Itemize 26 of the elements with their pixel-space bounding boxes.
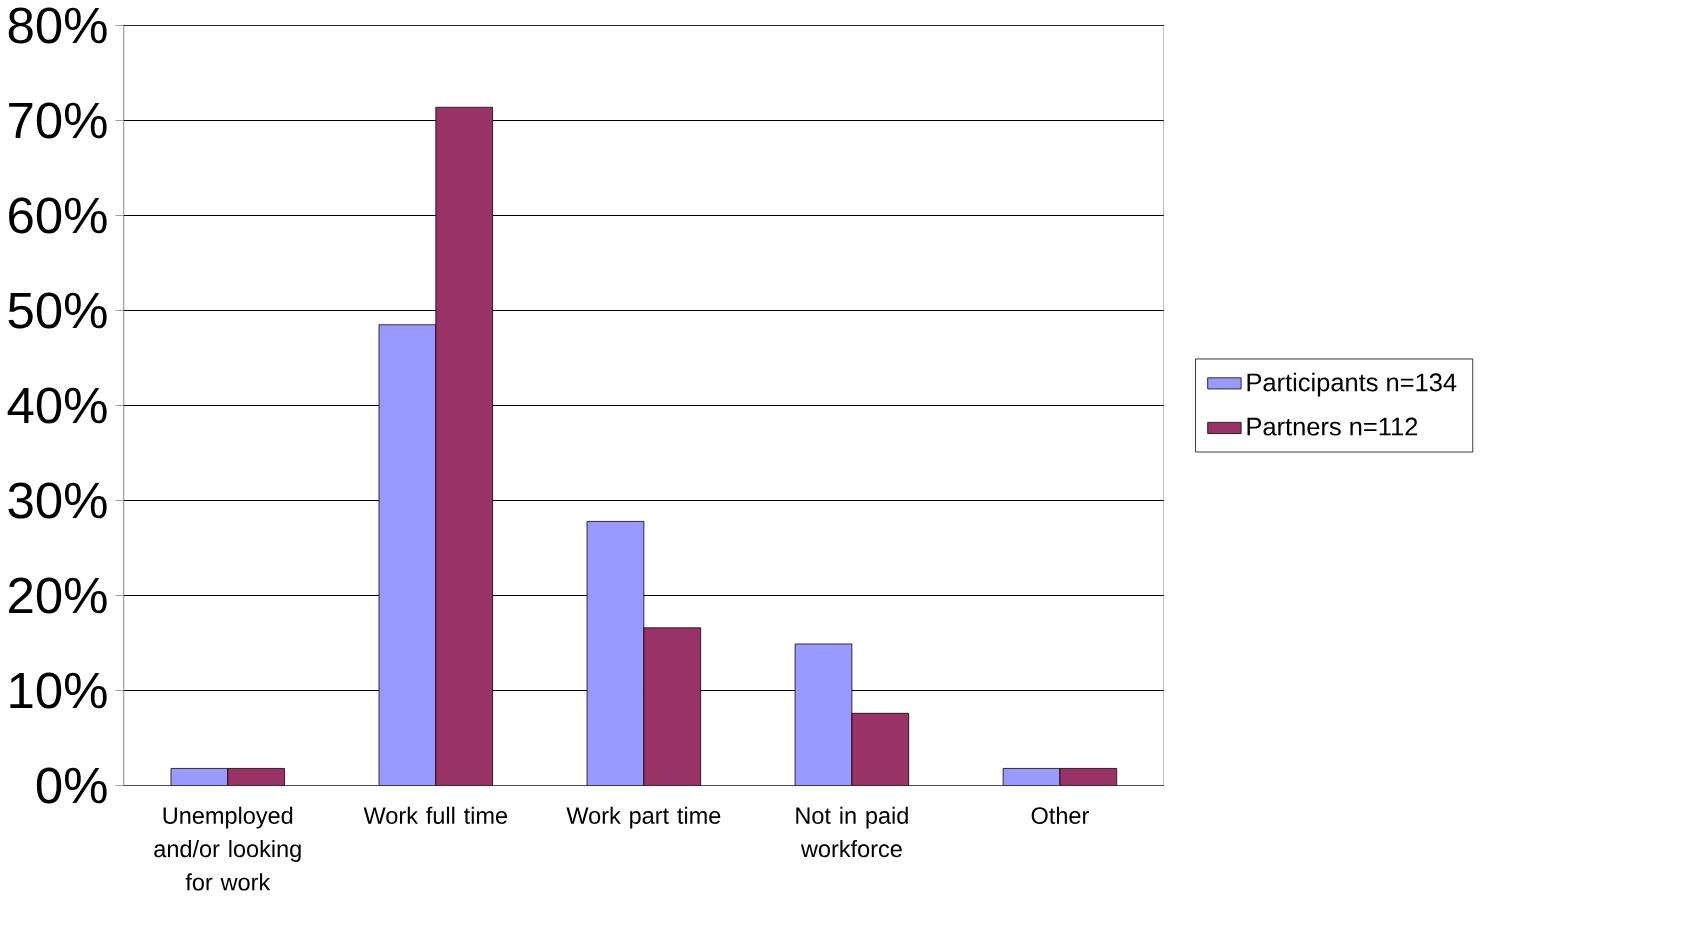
bar — [170, 767, 229, 786]
bar — [794, 643, 853, 786]
y-tick-label: 80% — [8, 7, 107, 44]
x-tick-label: Not in paid workforce — [796, 806, 908, 858]
y-tick-label: 20% — [9, 577, 107, 614]
y-tick-label: 60% — [9, 197, 107, 234]
x-tick-label: Work part time — [566, 806, 721, 829]
bar — [227, 767, 285, 786]
bar — [643, 627, 702, 786]
y-tick-label: 70% — [9, 102, 107, 139]
bar — [586, 520, 645, 786]
x-tick-label: Unemployed and/or looking for work — [154, 806, 301, 891]
y-tick-label: 30% — [8, 482, 107, 519]
bar — [378, 324, 437, 786]
bar — [1002, 767, 1061, 786]
x-tick-label: Other — [1031, 806, 1089, 824]
x-tick-label: Work full time — [363, 806, 507, 824]
bar — [1059, 767, 1118, 786]
bar — [851, 712, 910, 786]
legend-label: Partners n=112 — [1247, 417, 1418, 436]
y-tick-label: 40% — [7, 387, 107, 424]
y-tick-label: 0% — [36, 767, 107, 804]
bar — [435, 106, 494, 786]
y-tick-label: 50% — [8, 292, 107, 329]
y-tick-label: 10% — [10, 672, 107, 709]
legend-label: Participants n=134 — [1247, 372, 1457, 397]
